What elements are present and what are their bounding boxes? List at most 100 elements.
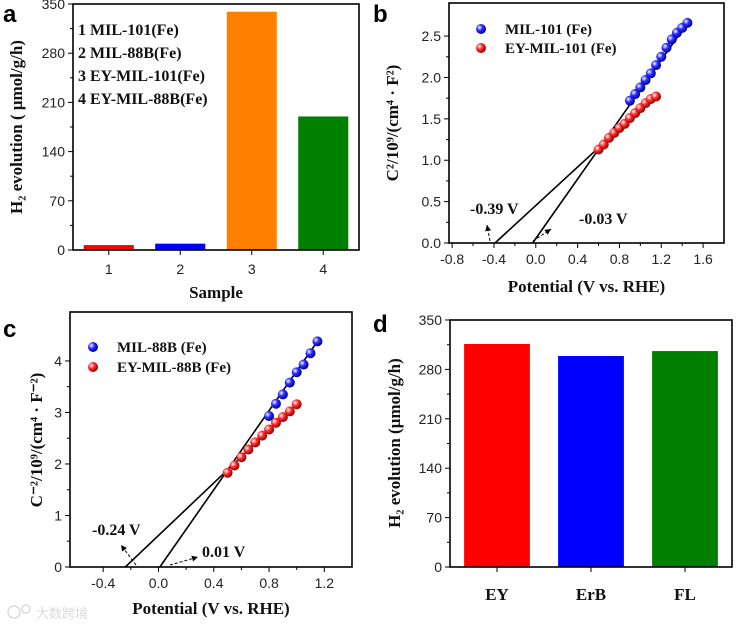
data-point (312, 336, 323, 347)
annotation-arrow (485, 224, 492, 242)
panel-b: -0.8 -0.4 0.0 0.4 0.8 1.2 1.6 MIL-101 (Fe) EY-MI… (383, 2, 725, 296)
legend-marker (88, 362, 98, 372)
data-point (635, 82, 646, 93)
y-axis-title: C⁻²/10⁹/(cm⁴ · F⁻²) (27, 373, 46, 508)
data-point (645, 68, 656, 79)
bar-EY (464, 343, 530, 567)
y-tick-label: 1.5 (422, 111, 442, 127)
y-tick-label: 0.5 (422, 194, 442, 210)
x-tick-label: EY (485, 585, 509, 604)
data-point (236, 452, 247, 463)
panel-label-d: d (373, 311, 388, 338)
bar-1 (83, 245, 134, 250)
data-point (298, 359, 309, 370)
x-tick-label: -0.8 (440, 251, 464, 267)
bar-4 (298, 116, 349, 250)
annotation-arrow (169, 555, 199, 566)
bar-ErB (558, 355, 624, 567)
x-tick-label: 0.4 (568, 251, 588, 267)
x-tick-label: 4 (319, 261, 327, 277)
y-tick-label: 1.0 (422, 152, 442, 168)
y-tick-label: 280 (42, 45, 66, 61)
x-axis-title: Sample (189, 283, 243, 302)
x-tick-label: 2 (176, 261, 184, 277)
data-point (243, 444, 254, 455)
x-tick-label: 0.0 (526, 251, 546, 267)
legend-label: MIL-101 (Fe) (505, 22, 592, 38)
annotation-arrow (532, 228, 552, 242)
panel-d: EY ErB FL 0 70 140 210 280 350 H₂ evolution (μmol… (385, 312, 733, 604)
y-tick-label: 210 (42, 94, 66, 110)
data-point (661, 42, 672, 53)
bar-FL (652, 351, 718, 567)
legend-label: EY-MIL-101 (Fe) (505, 41, 617, 57)
legend-item: 2 MIL-88B(Fe) (78, 45, 182, 62)
y-tick-label: 70 (426, 510, 442, 526)
x-tick-label: 1.2 (315, 575, 335, 591)
panel-a: 1 2 3 4 0 70 140 210 280 350 Sample H₂ evolution ( … (7, 0, 360, 302)
legend-item: 1 MIL-101(Fe) (78, 22, 179, 39)
y-axis-title: C²/10⁹/(cm⁴ · F²) (383, 65, 402, 182)
data-point (284, 406, 295, 417)
annotation-arrow (120, 544, 137, 566)
annotation-label: 0.01 V (202, 544, 246, 561)
annotation-label: -0.39 V (470, 201, 519, 218)
x-tick-label: 0.0 (149, 575, 169, 591)
y-tick-label: 280 (419, 361, 443, 377)
y-tick-label: 0 (57, 242, 65, 258)
watermark-text: 大数跨境 (36, 607, 88, 622)
data-point (284, 377, 295, 388)
data-point (257, 430, 268, 441)
x-tick-label: -0.4 (91, 575, 115, 591)
plot-frame (449, 319, 733, 568)
panel-label-b: b (373, 1, 388, 28)
data-point (277, 412, 288, 423)
y-tick-label: 4 (54, 353, 62, 369)
data-point (682, 17, 693, 28)
y-tick-label: 0 (54, 559, 62, 575)
data-point (651, 60, 662, 71)
y-axis-title: H₂ evolution ( μmol/g/h) (7, 40, 26, 214)
x-tick-label: 0.8 (610, 251, 630, 267)
legend-label: EY-MIL-88B (Fe) (117, 360, 231, 376)
legend-item: 3 EY-MIL-101(Fe) (78, 68, 205, 85)
y-tick-label: 2.0 (422, 69, 442, 85)
data-point (264, 424, 275, 435)
data-point (229, 460, 240, 471)
panel-c: -0.4 0.0 0.4 0.8 1.2 MIL-88B (Fe) EY-MIL-88B (… (27, 311, 353, 618)
x-tick-label: 1.2 (652, 251, 672, 267)
panel-label-a: a (3, 1, 17, 28)
x-tick-label: 3 (248, 261, 256, 277)
legend-marker (476, 24, 486, 34)
x-tick-label: 0.8 (259, 575, 279, 591)
legend-marker (476, 43, 486, 53)
data-point (656, 51, 667, 62)
x-tick-label: -0.4 (482, 251, 506, 267)
x-tick-label: ErB (576, 585, 606, 604)
legend-label: MIL-88B (Fe) (117, 340, 207, 356)
legend-item: 4 EY-MIL-88B(Fe) (78, 91, 208, 108)
x-tick-label: 1 (105, 261, 113, 277)
y-tick-label: 140 (419, 460, 443, 476)
x-tick-label: FL (674, 585, 696, 604)
y-tick-label: 0 (434, 559, 442, 575)
data-point (270, 417, 281, 428)
y-tick-label: 3 (54, 404, 62, 420)
y-tick-label: 140 (42, 144, 66, 160)
y-axis-title: H₂ evolution (μmol/g/h) (385, 358, 404, 528)
y-tick-label: 350 (419, 312, 443, 328)
y-tick-label: 0.0 (422, 235, 442, 251)
x-axis-title: Potential (V vs. RHE) (132, 599, 289, 618)
data-point (264, 411, 275, 422)
data-point (291, 399, 302, 410)
plot-frame (448, 2, 725, 244)
annotation-label: -0.03 V (579, 211, 628, 228)
y-tick-label: 1 (54, 507, 62, 523)
data-point (305, 348, 316, 359)
watermark-logo: 大数跨境 (7, 604, 88, 622)
x-tick-label: 0.4 (204, 575, 224, 591)
legend-marker (88, 342, 98, 352)
y-tick-label: 2.5 (422, 28, 442, 44)
x-tick-label: 1.6 (693, 251, 713, 267)
